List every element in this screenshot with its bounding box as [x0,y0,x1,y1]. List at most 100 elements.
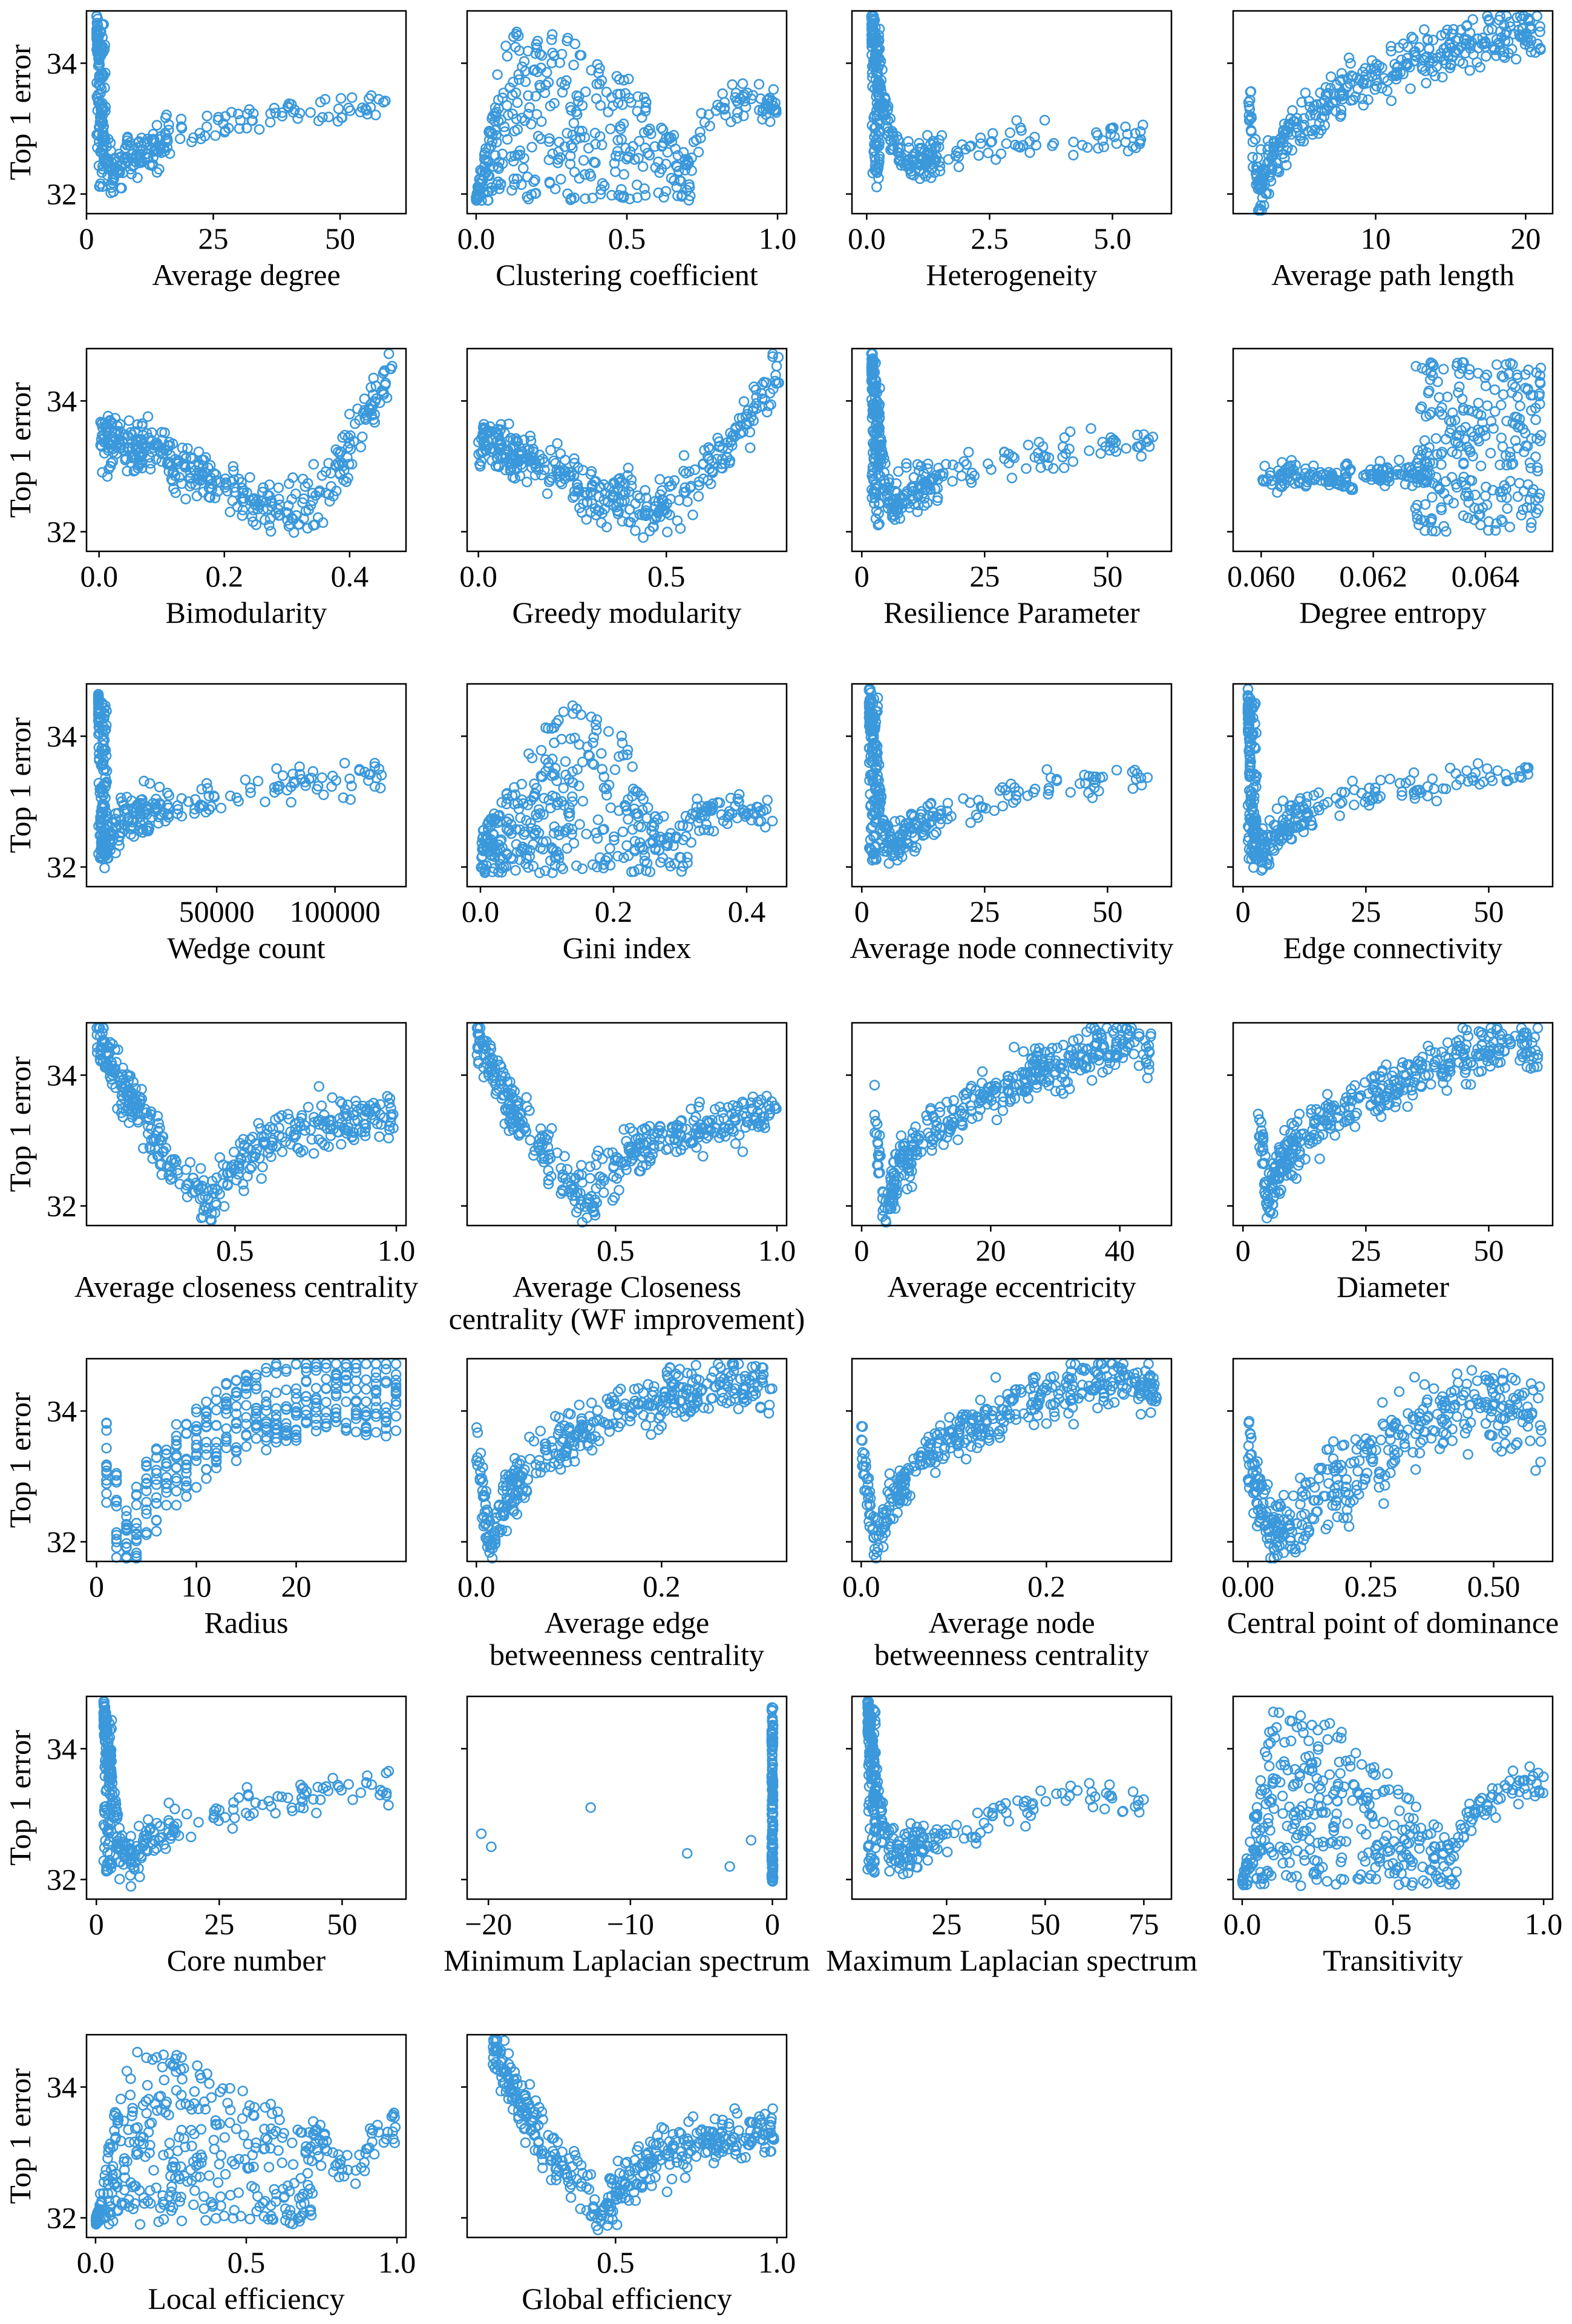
scatter-point [91,25,102,36]
plot-frame [466,347,788,553]
scatter-point [562,35,572,47]
scatter-point [1443,47,1454,57]
scatter-point [492,69,503,80]
scatter-point [497,453,508,464]
scatter-point [1419,435,1430,446]
scatter-point [693,479,704,491]
scatter-point [526,142,537,153]
scatter-point [557,863,569,875]
scatter-point [237,504,249,516]
scatter-point [586,65,597,76]
scatter-point [137,430,148,441]
scatter-point [308,1148,319,1159]
scatter-point [737,78,748,89]
scatter-point [669,175,680,186]
scatter-point [639,509,650,520]
scatter-point [561,75,572,86]
scatter-point [578,487,590,498]
scatter-point [1341,82,1352,93]
scatter-point [1430,433,1442,444]
scatter-point [1377,62,1387,73]
x-tick-label: 0.064 [1452,559,1520,593]
scatter-point [494,183,505,194]
scatter-point [311,784,323,795]
x-tick-label: 0 [854,559,870,593]
scatter-point [483,427,494,439]
scatter-point [555,448,566,459]
scatter-point [198,455,209,465]
scatter-point [632,106,643,117]
scatter-point [603,107,614,117]
scatter-point [549,183,561,195]
scatter-point [506,185,517,196]
scatter-point [738,396,750,407]
scatter-point [122,135,133,146]
scatter-point [873,159,884,170]
scatter-point [1402,60,1413,71]
scatter-point [146,134,157,145]
scatter-point [502,51,513,62]
scatter-point [1481,369,1493,381]
x-axis-label: Clustering coefficient [496,258,758,292]
scatter-point [592,833,603,844]
scatter-point [1467,14,1478,25]
scatter-point [514,470,526,482]
scatter-points [95,348,398,538]
scatter-point [620,88,631,99]
scatter-point [656,122,667,134]
scatter-point [688,136,699,148]
scatter-point [92,21,103,32]
scatter-point [142,411,154,422]
scatter-point [508,440,519,451]
scatter-point [1473,398,1484,409]
scatter-point [492,424,503,435]
scatter-point [545,178,555,189]
scatter-point [529,174,541,186]
scatter-point [983,147,994,159]
scatter-point [525,454,535,465]
scatter-point [675,523,686,534]
x-tick-label: 1.0 [759,222,797,255]
scatter-point [770,104,781,116]
scatter-point [1534,42,1546,54]
scatter-point [1059,432,1070,443]
scatter-point [354,415,365,425]
scatter-point [289,104,300,116]
scatter-point [543,476,555,488]
scatter-point [683,157,695,168]
scatter-point [480,143,491,154]
scatter-point [317,517,329,528]
scatter-point [584,168,595,180]
scatter-points [93,689,387,873]
scatter-point [768,84,779,95]
scatter-point [379,366,390,377]
scatter-point [97,97,108,109]
scatter-point [368,372,379,384]
scatter-point [123,415,135,426]
scatter-point [476,176,487,186]
x-tick-label: 50 [1473,894,1504,928]
scatter-point [727,79,738,90]
scatter-point [330,459,341,471]
scatter-point [313,115,324,126]
scatter-point [1320,82,1331,93]
scatter-point [305,107,316,118]
scatter-point [277,770,289,781]
scatter-point [577,796,589,807]
x-tick-label: 0.060 [1227,559,1295,593]
scatter-point [926,150,937,161]
scatter-point [1279,152,1290,163]
scatter-point [1427,53,1438,64]
scatter-point [693,476,705,487]
scatter-point [228,461,239,472]
scatter-point [1360,69,1372,80]
scatter-point [1136,451,1147,462]
scatter-point [1481,51,1492,62]
scatter-point [532,67,543,77]
scatter-point [226,107,237,118]
x-axis-label: Heterogeneity [926,258,1097,292]
scatter-point [1363,94,1374,105]
